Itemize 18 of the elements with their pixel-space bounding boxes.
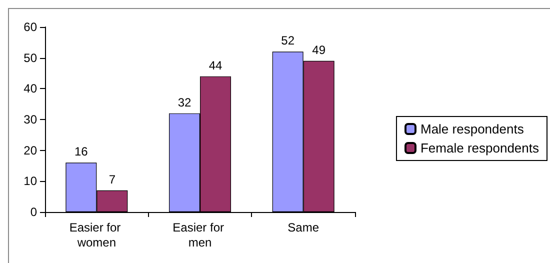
y-tick-label: 50 bbox=[24, 50, 38, 65]
y-tick-label: 20 bbox=[24, 143, 38, 158]
legend-label: Female respondents bbox=[420, 140, 540, 156]
x-tick-label: Easier for men bbox=[172, 220, 228, 250]
data-label: 52 bbox=[281, 34, 295, 48]
y-tick-label: 10 bbox=[24, 174, 38, 188]
y-tick-label: 40 bbox=[24, 82, 38, 96]
y-tick-label: 60 bbox=[24, 20, 38, 34]
x-tick-label: Same bbox=[288, 220, 320, 234]
x-tick-label: Easier for women bbox=[69, 220, 124, 250]
legend-label: Male respondents bbox=[420, 122, 524, 136]
y-tick-label: 30 bbox=[24, 112, 38, 126]
data-label: 44 bbox=[208, 58, 222, 72]
data-label: 7 bbox=[108, 172, 116, 186]
data-label: 16 bbox=[74, 144, 88, 159]
data-label: 49 bbox=[312, 42, 326, 57]
y-tick-label: 0 bbox=[30, 205, 38, 219]
data-label: 32 bbox=[178, 95, 192, 110]
